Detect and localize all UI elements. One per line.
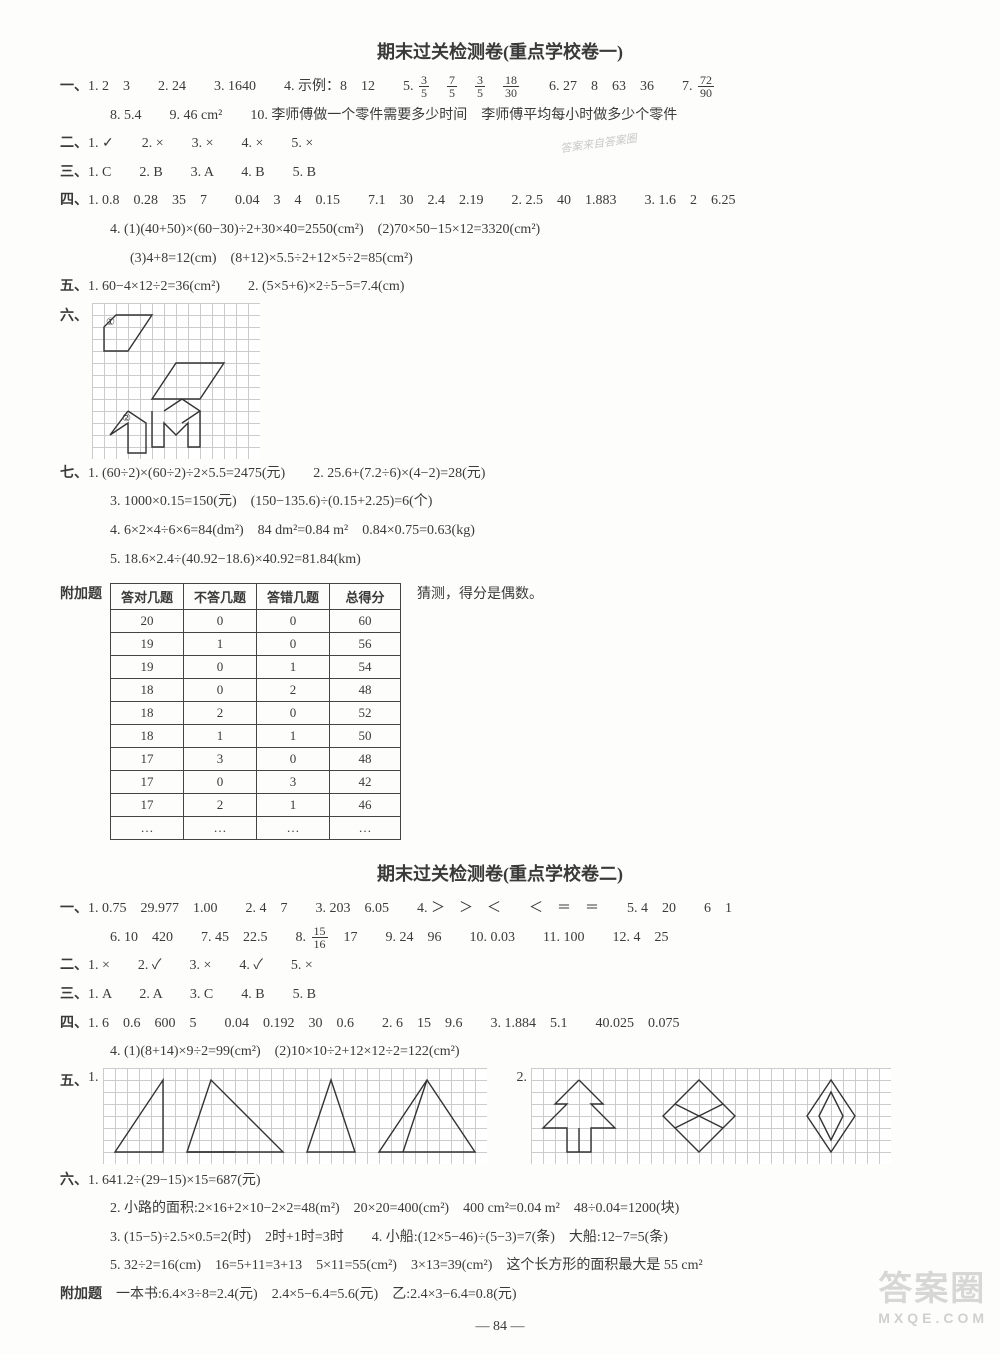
exam1-s6: 六、 ① ② xyxy=(60,303,940,459)
exam1-title: 期末过关检测卷(重点学校卷一) xyxy=(60,38,940,64)
s4-r1: 1. 0.8 0.28 35 7 0.04 3 4 0.15 7.1 30 2.… xyxy=(88,193,736,208)
exam1-s7-r1: 七、1. (60÷2)×(60÷2)÷2×5.5=2475(元) 2. 25.6… xyxy=(60,461,940,488)
svg-text:②: ② xyxy=(122,413,131,424)
e2-s3-label: 三、 xyxy=(60,987,88,1002)
exam2-s2: 二、1. × 2. ✓ 3. × 4. ✓ 5. × xyxy=(60,953,940,980)
exam2-s6-r1: 六、1. 641.2÷(29−15)×15=687(元) xyxy=(60,1168,940,1195)
exam2-bonus: 附加题 一本书:6.4×3÷8=2.4(元) 2.4×5−6.4=5.6(元) … xyxy=(60,1282,940,1309)
exam2-s6-r2: 2. 小路的面积:2×16+2×10−2×2=48(m²) 20×20=400(… xyxy=(60,1196,940,1223)
exam2-s4-r2: 4. (1)(8+14)×9÷2=99(cm²) (2)10×10÷2+12×1… xyxy=(60,1039,940,1066)
page-number: — 84 — xyxy=(60,1319,940,1335)
exam2-s1-r1: 一、1. 0.75 29.977 1.00 2. 4 7 3. 203 6.05… xyxy=(60,896,940,923)
e2-s1-r1a: 1. 0.75 29.977 1.00 2. 4 7 3. 203 6.05 4… xyxy=(88,901,732,916)
e2-bonus-label: 附加题 xyxy=(60,1287,102,1302)
e2-s1-r2post: 17 9. 24 96 10. 0.03 11. 100 12. 4 25 xyxy=(330,930,669,945)
bonus-table: 答对几题不答几题答错几题总得分2000601910561901541802481… xyxy=(110,583,401,840)
exam1-s3: 三、1. C 2. B 3. A 4. B 5. B xyxy=(60,160,940,187)
e2-s5-q2: 2. xyxy=(517,1068,528,1086)
s5-label: 五、 xyxy=(60,279,88,294)
e2-s5-q1: 1. xyxy=(88,1068,99,1086)
exam1-s4-r3: (3)4+8=12(cm) (8+12)×5.5÷2+12×5÷2=85(cm²… xyxy=(60,246,940,273)
e2-s2-label: 二、 xyxy=(60,958,88,973)
exam1-s7-r4: 5. 18.6×2.4÷(40.92−18.6)×40.92=81.84(km) xyxy=(60,547,940,574)
s2-label: 二、 xyxy=(60,136,88,151)
bonus-label: 附加题 xyxy=(60,579,102,603)
exam2-title: 期末过关检测卷(重点学校卷二) xyxy=(60,860,940,886)
exam1-s7-r2: 3. 1000×0.15=150(元) (150−135.6)÷(0.15+2.… xyxy=(60,489,940,516)
exam2-s5-grid1 xyxy=(103,1068,487,1164)
s1-q10: 10. 李师傅做一个零件需要多少时间 李师傅平均每小时做多少个零件 xyxy=(250,108,677,123)
e2-s4-r1: 1. 6 0.6 600 5 0.04 0.192 30 0.6 2. 6 15… xyxy=(88,1016,680,1031)
exam1-s2: 二、1. ✓ 2. × 3. × 4. × 5. × xyxy=(60,131,940,158)
s1-q8: 8. 5.4 xyxy=(110,108,142,123)
s1-q2: 2. 24 xyxy=(158,79,186,94)
e2-s6-label: 六、 xyxy=(60,1173,88,1188)
e2-s2-items: 1. × 2. ✓ 3. × 4. ✓ 5. × xyxy=(88,958,313,973)
svg-text:①: ① xyxy=(106,317,115,328)
s1-q9: 9. 46 cm² xyxy=(170,108,223,123)
exam1-bonus: 附加题 答对几题不答几题答错几题总得分200060191056190154180… xyxy=(60,579,940,844)
exam1-s4-r1: 四、1. 0.8 0.28 35 7 0.04 3 4 0.15 7.1 30 … xyxy=(60,188,940,215)
exam2-s6-r4: 5. 32÷2=16(cm) 16=5+11=3+13 5×11=55(cm²)… xyxy=(60,1253,940,1280)
exam2-s6-r3: 3. (15−5)÷2.5×0.5=2(时) 2时+1时=3时 4. 小船:(1… xyxy=(60,1225,940,1252)
e2-bonus-text: 一本书:6.4×3÷8=2.4(元) 2.4×5−6.4=5.6(元) 乙:2.… xyxy=(116,1287,517,1302)
s5-items: 1. 60−4×12÷2=36(cm²) 2. (5×5+6)×2÷5−5=7.… xyxy=(88,279,404,294)
e2-s5-label: 五、 xyxy=(60,1068,88,1090)
watermark-main: 答案圈 xyxy=(878,1270,986,1308)
exam1-s1-row1: 一、1. 2 3 2. 24 3. 1640 4. 示例：8 12 5. 35 … xyxy=(60,74,940,101)
e2-s1-r2pre: 6. 10 420 7. 45 22.5 8. xyxy=(110,930,310,945)
s2-items: 1. ✓ 2. × 3. × 4. × 5. × xyxy=(88,136,313,151)
s1-q7-pre: 7. xyxy=(682,79,696,94)
s1-label: 一、 xyxy=(60,79,88,94)
e2-s4-label: 四、 xyxy=(60,1016,88,1031)
s3-items: 1. C 2. B 3. A 4. B 5. B xyxy=(88,165,316,180)
e2-s1-frac: 1516 xyxy=(310,930,330,945)
exam2-s5-grid2 xyxy=(531,1068,891,1164)
e2-s6-r1: 1. 641.2÷(29−15)×15=687(元) xyxy=(88,1173,261,1188)
exam2-s5: 五、 1. 2. xyxy=(60,1068,940,1164)
s1-q3: 3. 1640 xyxy=(214,79,256,94)
e2-s3-items: 1. A 2. A 3. C 4. B 5. B xyxy=(88,987,316,1002)
exam1-s1-row2: 8. 5.4 9. 46 cm² 10. 李师傅做一个零件需要多少时间 李师傅平… xyxy=(60,103,940,130)
exam2-s1-r2: 6. 10 420 7. 45 22.5 8. 1516 17 9. 24 96… xyxy=(60,925,940,952)
exam1-s4-r2: 4. (1)(40+50)×(60−30)÷2+30×40=2550(cm²) … xyxy=(60,217,940,244)
e2-s1-label: 一、 xyxy=(60,901,88,916)
exam2-s3: 三、1. A 2. A 3. C 4. B 5. B xyxy=(60,982,940,1009)
exam1-s6-grid: ① ② xyxy=(92,303,260,459)
exam1-s7-r3: 4. 6×2×4÷6×6=84(dm²) 84 dm²=0.84 m² 0.84… xyxy=(60,518,940,545)
exam1-s5: 五、1. 60−4×12÷2=36(cm²) 2. (5×5+6)×2÷5−5=… xyxy=(60,274,940,301)
s3-label: 三、 xyxy=(60,165,88,180)
bonus-note: 猜测，得分是偶数。 xyxy=(417,579,543,603)
s7-label: 七、 xyxy=(60,466,88,481)
s1-q4: 4. 示例：8 12 xyxy=(284,79,375,94)
s6-label: 六、 xyxy=(60,303,88,325)
s1-q1: 1. 2 3 xyxy=(88,79,130,94)
s4-label: 四、 xyxy=(60,193,88,208)
s1-q6: 6. 27 8 63 36 xyxy=(549,79,654,94)
s7-r1: 1. (60÷2)×(60÷2)÷2×5.5=2475(元) 2. 25.6+(… xyxy=(88,466,485,481)
s1-q5-fracs: 35 75 35 1830 xyxy=(417,79,521,94)
watermark-sub: MXQE.COM xyxy=(878,1310,988,1326)
exam2-s4-r1: 四、1. 6 0.6 600 5 0.04 0.192 30 0.6 2. 6 … xyxy=(60,1011,940,1038)
page-container: 期末过关检测卷(重点学校卷一) 一、1. 2 3 2. 24 3. 1640 4… xyxy=(0,0,1000,1355)
watermark: 答案圈 MXQE.COM xyxy=(878,1261,988,1326)
s1-q7-frac: 7290 xyxy=(696,79,716,94)
s1-q5-pre: 5. xyxy=(403,79,417,94)
